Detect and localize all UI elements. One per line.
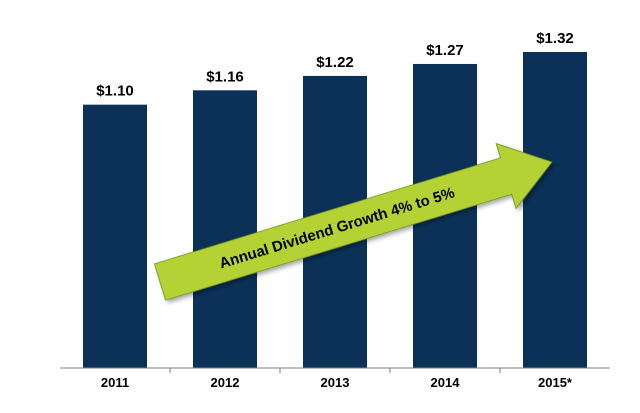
x-tick-label-2011: 2011 [101, 375, 129, 390]
x-ticks-layer: 2011 2012 2013 2014 2015* [101, 368, 573, 390]
growth-arrow-shape [153, 142, 553, 301]
bars-layer [83, 52, 587, 369]
value-labels-layer: $1.10 $1.16 $1.22 $1.27 $1.32 [96, 30, 574, 100]
bar-2012 [193, 90, 257, 368]
x-tick-label-2014: 2014 [431, 375, 461, 390]
x-tick-label-2015: 2015* [538, 375, 573, 390]
value-label-2011: $1.10 [96, 83, 134, 100]
value-label-2015: $1.32 [536, 30, 574, 47]
x-tick-label-2013: 2013 [321, 375, 350, 390]
value-label-2014: $1.27 [426, 42, 464, 59]
bar-2015 [523, 52, 587, 368]
value-label-2012: $1.16 [206, 68, 244, 85]
x-tick-label-2012: 2012 [211, 375, 240, 390]
bar-2011 [83, 104, 147, 369]
value-label-2013: $1.22 [316, 54, 354, 71]
